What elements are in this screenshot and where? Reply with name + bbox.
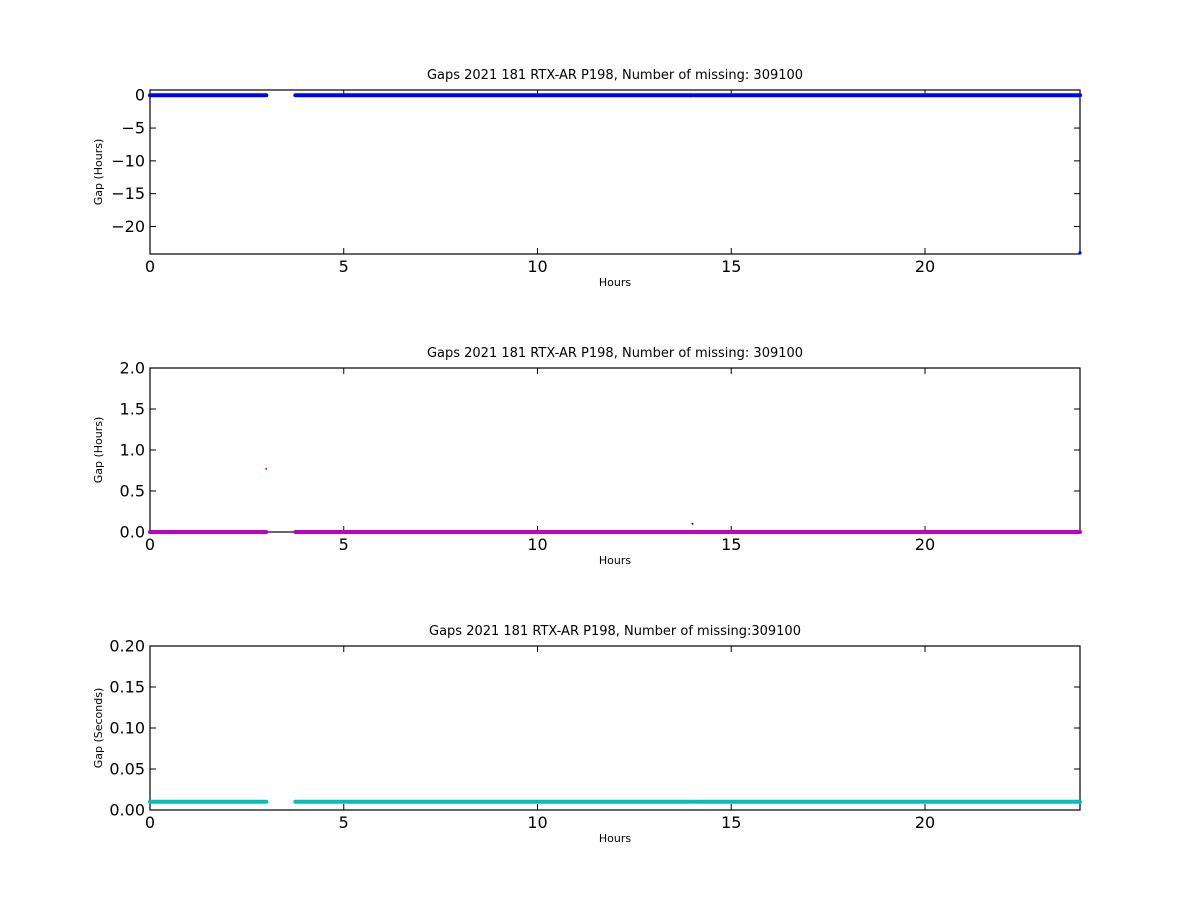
x-tick-label: 20 [915,813,935,832]
data-point [691,522,694,525]
series-2 [265,467,268,470]
y-tick-label: −15 [111,184,145,203]
chart-title: Gaps 2021 181 RTX-AR P198, Number of mis… [427,346,803,361]
data-point [265,467,268,470]
x-tick-label: 20 [915,535,935,554]
y-tick-label: 1.0 [120,441,145,460]
x-tick-label: 10 [527,257,547,276]
y-tick-label: 0 [135,86,145,105]
x-tick-label: 15 [721,257,741,276]
y-tick-label: 0.5 [120,482,145,501]
plot-area [149,89,1081,255]
y-tick-label: 1.5 [120,400,145,419]
x-tick-label: 5 [339,257,349,276]
y-tick-label: −10 [111,151,145,170]
subplot-2: Gaps 2021 181 RTX-AR P198, Number of mis… [92,346,1082,567]
y-tick-label: 0.0 [120,523,145,542]
y-tick-label: 0.05 [109,760,145,779]
x-tick-label: 0 [145,813,155,832]
x-tick-label: 10 [527,813,547,832]
subplot-3: Gaps 2021 181 RTX-AR P198, Number of mis… [92,624,1082,845]
data-point [1078,251,1082,255]
x-tick-label: 20 [915,257,935,276]
x-tick-label: 10 [527,535,547,554]
x-axis-label: Hours [599,832,631,845]
y-axis-label: Gap (Hours) [92,417,105,484]
y-tick-label: −20 [111,217,145,236]
y-tick-label: 0.00 [109,801,145,820]
series-1 [148,93,1082,255]
y-tick-label: −5 [121,119,145,138]
y-axis-label: Gap (Hours) [92,139,105,206]
y-axis-label: Gap (Seconds) [92,688,105,769]
series-3 [691,522,694,525]
x-tick-label: 15 [721,535,741,554]
x-tick-label: 15 [721,813,741,832]
chart-title: Gaps 2021 181 RTX-AR P198, Number of mis… [427,68,803,83]
x-axis-label: Hours [599,554,631,567]
y-tick-label: 0.20 [109,637,145,656]
subplot-1: Gaps 2021 181 RTX-AR P198, Number of mis… [92,68,1082,289]
x-tick-label: 5 [339,813,349,832]
x-tick-label: 0 [145,535,155,554]
plot-area [149,645,1081,811]
chart-title: Gaps 2021 181 RTX-AR P198, Number of mis… [429,624,801,639]
y-tick-label: 0.15 [109,678,145,697]
y-tick-label: 2.0 [120,359,145,378]
plot-area [149,367,1081,533]
x-tick-label: 0 [145,257,155,276]
y-tick-label: 0.10 [109,719,145,738]
x-tick-label: 5 [339,535,349,554]
x-axis-label: Hours [599,276,631,289]
